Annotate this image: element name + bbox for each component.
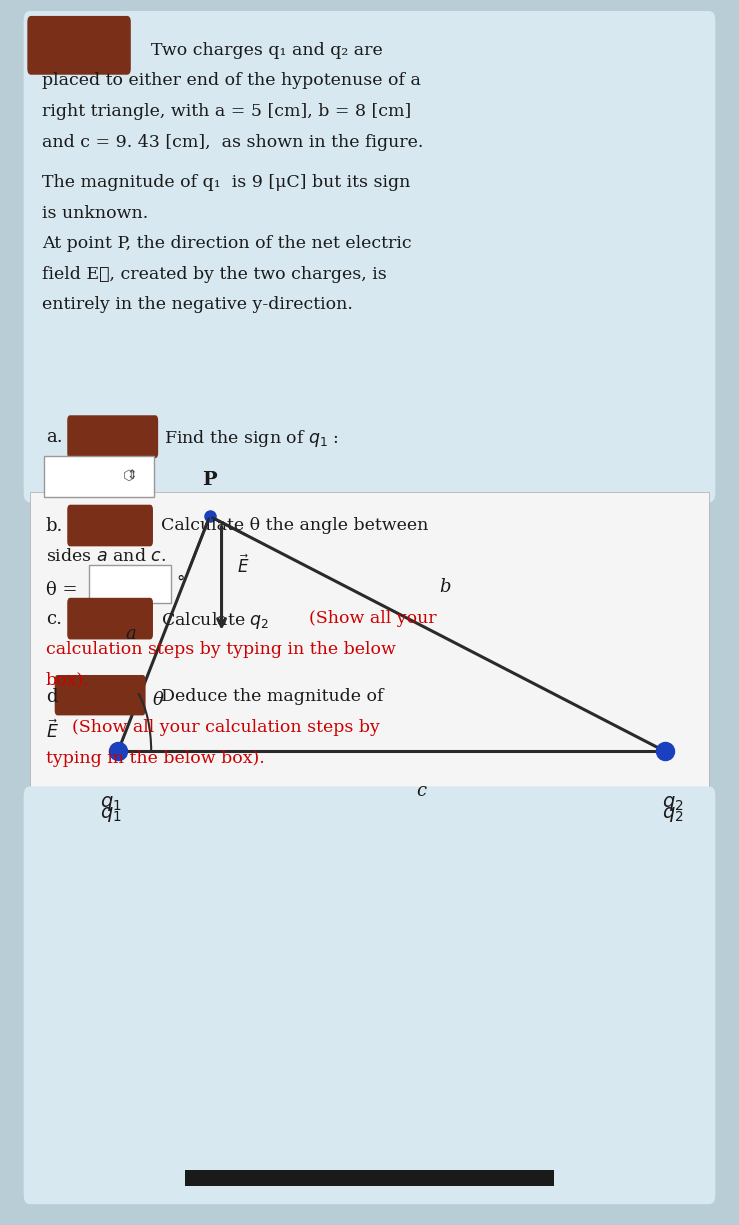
Text: and c = 9. 43 [cm],  as shown in the figure.: and c = 9. 43 [cm], as shown in the figu…: [42, 134, 423, 151]
Text: P: P: [202, 472, 217, 489]
Text: sides $a$ and $c$.: sides $a$ and $c$.: [46, 548, 166, 565]
FancyBboxPatch shape: [89, 565, 171, 603]
Text: °: °: [176, 575, 184, 592]
Text: (Show all your: (Show all your: [309, 610, 437, 627]
Text: placed to either end of the hypotenuse of a: placed to either end of the hypotenuse o…: [42, 72, 421, 89]
Bar: [30, 492, 709, 790]
FancyBboxPatch shape: [67, 505, 153, 546]
Text: At point P, the direction of the net electric: At point P, the direction of the net ele…: [42, 235, 412, 252]
Text: Find the sign of $q_1$ :: Find the sign of $q_1$ :: [164, 428, 339, 448]
Text: b.: b.: [46, 517, 64, 535]
Text: c: c: [416, 782, 426, 800]
Text: Calculate $q_2$: Calculate $q_2$: [161, 610, 271, 631]
Text: $q_1$: $q_1$: [100, 805, 121, 824]
Text: $q_1$: $q_1$: [100, 794, 121, 813]
Text: b: b: [439, 578, 451, 597]
Text: d: d: [46, 688, 58, 707]
Text: field E⃗, created by the two charges, is: field E⃗, created by the two charges, is: [42, 266, 387, 283]
Bar: [185, 1170, 554, 1186]
Text: Deduce the magnitude of: Deduce the magnitude of: [161, 688, 384, 706]
Text: $\vec{E}$: $\vec{E}$: [46, 719, 59, 741]
Text: The magnitude of q₁  is 9 [μC] but its sign: The magnitude of q₁ is 9 [μC] but its si…: [42, 174, 410, 191]
FancyBboxPatch shape: [67, 598, 153, 639]
Text: θ: θ: [153, 691, 164, 709]
FancyBboxPatch shape: [67, 415, 158, 458]
FancyBboxPatch shape: [24, 786, 715, 1204]
Text: Calculate θ the angle between: Calculate θ the angle between: [161, 517, 429, 534]
Text: right triangle, with a = 5 [cm], b = 8 [cm]: right triangle, with a = 5 [cm], b = 8 […: [42, 103, 412, 120]
Text: ⇕: ⇕: [126, 469, 137, 481]
FancyBboxPatch shape: [24, 11, 715, 502]
Text: $\vec{E}$: $\vec{E}$: [237, 555, 250, 577]
FancyBboxPatch shape: [27, 16, 131, 75]
Text: θ =: θ =: [46, 581, 78, 599]
Text: a.: a.: [46, 428, 62, 446]
Text: $q_2$: $q_2$: [662, 805, 684, 824]
Text: c.: c.: [46, 610, 62, 628]
Text: typing in the below box).: typing in the below box).: [46, 750, 265, 767]
Text: box).: box).: [46, 671, 89, 688]
Text: entirely in the negative y-direction.: entirely in the negative y-direction.: [42, 296, 353, 314]
Text: is unknown.: is unknown.: [42, 205, 149, 222]
Text: a: a: [125, 625, 136, 643]
Text: Two charges q₁ and q₂ are: Two charges q₁ and q₂ are: [151, 42, 384, 59]
Text: $q_2$: $q_2$: [662, 794, 684, 813]
FancyBboxPatch shape: [55, 675, 146, 715]
Text: (Show all your calculation steps by: (Show all your calculation steps by: [72, 719, 381, 736]
Text: ⬡: ⬡: [123, 468, 135, 483]
Text: calculation steps by typing in the below: calculation steps by typing in the below: [46, 641, 395, 658]
FancyBboxPatch shape: [44, 456, 154, 497]
